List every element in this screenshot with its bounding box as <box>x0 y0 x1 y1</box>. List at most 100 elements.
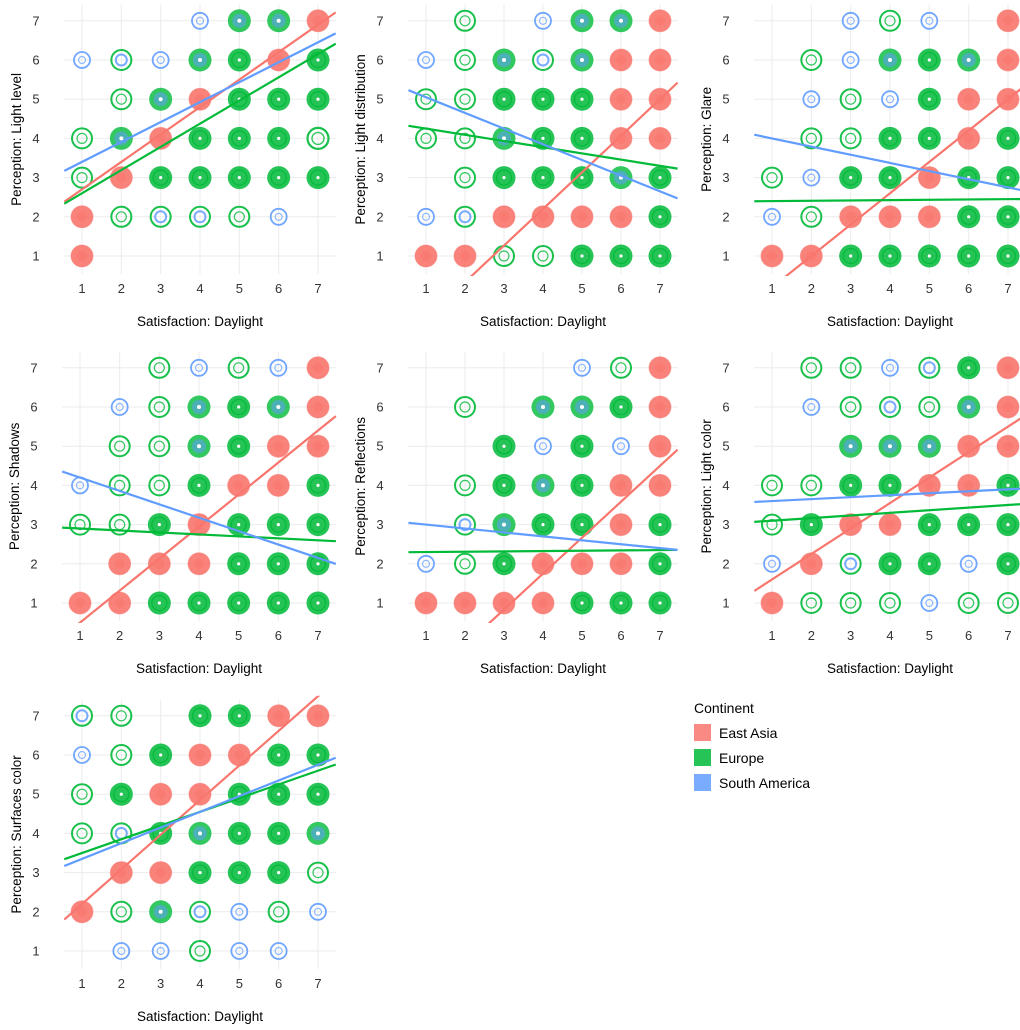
point-x2-y5 <box>108 435 131 458</box>
point-x7-y7 <box>306 356 330 380</box>
y-tick-label: 6 <box>32 748 39 763</box>
point-x5-y1 <box>230 942 249 960</box>
point-x5-y6 <box>227 48 251 72</box>
point-x2-y2 <box>454 205 476 228</box>
point-x2-y4 <box>454 474 476 497</box>
point-x7-y7 <box>648 356 672 380</box>
point-x7-y7 <box>306 704 330 728</box>
regression-line-south-america <box>64 756 337 867</box>
regression-line-south-america <box>408 89 678 200</box>
y-tick-label: 6 <box>30 400 37 415</box>
point-x3-y4 <box>492 473 516 497</box>
point-x7-y3 <box>996 166 1020 190</box>
point-x4-y6 <box>878 48 902 72</box>
panel-2: 1 2 3 4 5 6 7 1 2 3 4 5 6 7 Satisfaction: Daylight Perc… <box>353 4 679 329</box>
y-axis-title: Perception: Light distribution <box>353 54 368 224</box>
regression-lines <box>754 417 1020 592</box>
point-x3-y6 <box>841 51 860 69</box>
regression-line-europe <box>754 503 1020 523</box>
point-x6-y4 <box>266 473 290 497</box>
point-x6-y5 <box>266 434 290 458</box>
point-x2-y1 <box>453 591 477 615</box>
regression-lines <box>64 11 337 205</box>
point-x4-y7 <box>190 358 208 377</box>
point-x3-y2 <box>147 552 171 576</box>
markers <box>68 356 330 615</box>
y-tick-label: 4 <box>722 131 729 146</box>
regression-line-south-america <box>62 470 337 565</box>
y-tick-label: 4 <box>30 478 37 493</box>
point-x4-y3 <box>188 861 212 885</box>
point-x1-y6 <box>73 51 91 69</box>
point-x1-y3 <box>761 166 783 189</box>
x-tick-label: 3 <box>157 281 164 296</box>
y-tick-label: 4 <box>376 131 383 146</box>
point-x5-y1 <box>570 244 594 268</box>
point-x7-y2 <box>996 205 1020 229</box>
x-axis-title: Satisfaction: Daylight <box>480 314 606 329</box>
point-x7-y5 <box>648 434 672 458</box>
point-x4-y5 <box>188 782 212 806</box>
point-x7-y5 <box>306 87 330 111</box>
point-x5-y6 <box>570 395 594 419</box>
x-axis-title: Satisfaction: Daylight <box>480 661 606 676</box>
legend-item-east-asia: East Asia <box>694 720 810 745</box>
point-x1-y4 <box>71 822 93 845</box>
point-x6-y3 <box>957 513 981 537</box>
y-tick-label: 5 <box>376 439 383 454</box>
point-x4-y7 <box>191 11 209 30</box>
x-axis-title: Satisfaction: Daylight <box>137 314 263 329</box>
point-x5-y1 <box>570 591 594 615</box>
panel-5: 1 2 3 4 5 6 7 1 2 3 4 5 6 7 Satisfaction: Daylight Perc… <box>353 351 679 676</box>
point-x4-y5 <box>531 87 555 111</box>
y-tick-label: 1 <box>32 944 39 959</box>
regression-line-europe <box>64 42 337 205</box>
point-x5-y1 <box>920 594 939 612</box>
regression-line-europe <box>754 197 1020 203</box>
point-x3-y5 <box>492 87 516 111</box>
point-x7-y6 <box>306 743 330 767</box>
point-x1-y7 <box>71 704 93 727</box>
point-x1-y2 <box>417 207 435 226</box>
point-x6-y2 <box>266 552 290 576</box>
point-x3-y2 <box>839 552 862 575</box>
point-x2-y6 <box>110 744 133 766</box>
point-x4-y7 <box>534 11 552 30</box>
point-x6-y2 <box>269 207 288 226</box>
point-x7-y6 <box>306 48 330 72</box>
point-x5-y2 <box>227 552 251 576</box>
point-x3-y1 <box>151 942 170 960</box>
x-tick-label: 4 <box>195 628 202 643</box>
x-tick-label: 7 <box>656 281 663 296</box>
point-x5-y6 <box>570 48 594 72</box>
point-x3-y6 <box>839 396 862 418</box>
point-x5-y5 <box>917 434 941 458</box>
point-x5-y3 <box>227 166 251 190</box>
point-x6-y4 <box>267 126 291 150</box>
y-tick-label: 4 <box>32 131 39 146</box>
y-tick-label: 5 <box>32 92 39 107</box>
point-x7-y1 <box>996 244 1020 268</box>
markers <box>70 9 330 268</box>
point-x2-y3 <box>454 513 476 536</box>
y-tick-label: 2 <box>32 209 39 224</box>
y-tick-label: 5 <box>376 92 383 107</box>
point-x3-y1 <box>839 592 862 614</box>
x-tick-label: 2 <box>116 628 123 643</box>
x-tick-label: 5 <box>926 281 933 296</box>
x-tick-label: 1 <box>78 281 85 296</box>
point-x4-y1 <box>531 591 555 615</box>
y-tick-label: 7 <box>376 13 383 28</box>
point-x4-y5 <box>534 437 552 456</box>
point-x5-y2 <box>917 552 941 576</box>
point-x5-y7 <box>227 9 251 33</box>
x-tick-label: 3 <box>847 628 854 643</box>
point-x3-y1 <box>839 244 863 268</box>
point-x3-y7 <box>839 356 862 379</box>
point-x4-y1 <box>879 592 901 614</box>
point-x6-y5 <box>609 87 633 111</box>
x-tick-label: 1 <box>422 628 429 643</box>
point-x6-y6 <box>266 395 290 419</box>
point-x2-y6 <box>800 49 823 71</box>
